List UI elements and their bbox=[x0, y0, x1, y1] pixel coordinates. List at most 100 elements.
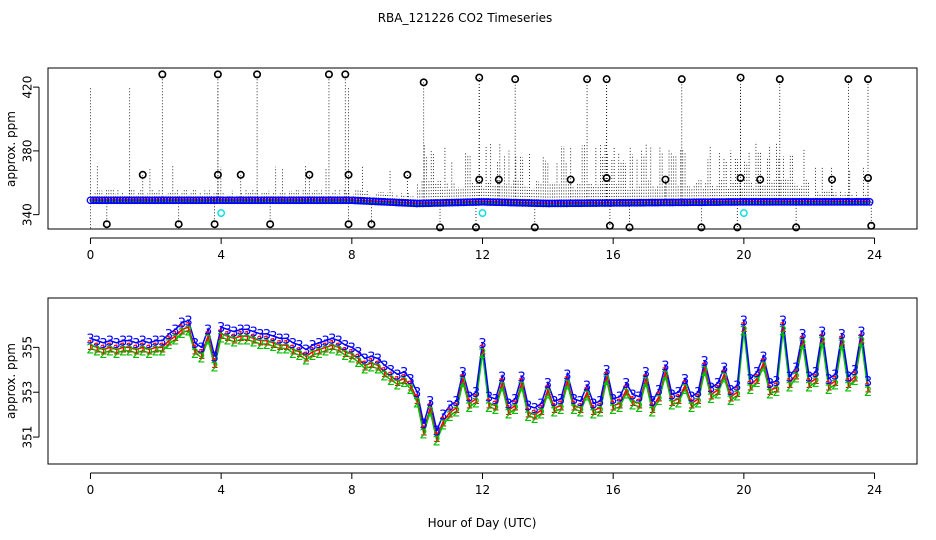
bottom-series-2-marker: 2 bbox=[563, 378, 571, 393]
bottom-series-1-marker: 1 bbox=[282, 339, 290, 354]
bottom-series-3-marker: 3 bbox=[315, 337, 323, 352]
bottom-series-1-marker: 1 bbox=[308, 346, 316, 361]
bottom-series-1-marker: 1 bbox=[99, 344, 107, 359]
bottom-series-2-marker: 2 bbox=[139, 345, 147, 360]
bottom-series-1-marker: 1 bbox=[119, 341, 127, 356]
bottom-series-1-marker: 1 bbox=[812, 373, 820, 388]
bottom-series-3-marker: 3 bbox=[825, 373, 833, 388]
bottom-series-2-marker: 2 bbox=[197, 351, 205, 366]
bottom-series-2-marker: 2 bbox=[132, 347, 140, 362]
bottom-series-3-marker: 3 bbox=[184, 314, 192, 329]
bottom-series-2-marker: 2 bbox=[603, 374, 611, 389]
bottom-series-1-marker: 1 bbox=[217, 328, 225, 343]
bottom-series-3-marker: 3 bbox=[119, 335, 127, 350]
bottom-series-1-marker: 1 bbox=[276, 339, 284, 354]
bottom-series-3-marker: 3 bbox=[589, 397, 597, 412]
top-outlier-point bbox=[475, 175, 484, 184]
bottom-x-tick-label: 0 bbox=[87, 483, 95, 497]
bottom-series-3-marker: 3 bbox=[93, 335, 101, 350]
bottom-series-1-marker: 1 bbox=[315, 344, 323, 359]
bottom-series-2-marker: 2 bbox=[531, 412, 539, 427]
bottom-series-1-marker: 1 bbox=[243, 330, 251, 345]
bottom-series-1-marker: 1 bbox=[655, 391, 663, 406]
bottom-series-1-marker: 1 bbox=[328, 339, 336, 354]
bottom-series-2-marker: 2 bbox=[831, 378, 839, 393]
bottom-series-3-marker: 3 bbox=[648, 395, 656, 410]
top-outlier-point bbox=[236, 170, 245, 179]
bottom-series-1-marker: 1 bbox=[753, 373, 761, 388]
bottom-series-3-marker: 3 bbox=[289, 337, 297, 352]
bottom-series-2-marker: 2 bbox=[99, 347, 107, 362]
bottom-series-1-marker: 1 bbox=[289, 344, 297, 359]
bottom-series-3-marker: 3 bbox=[629, 388, 637, 403]
bottom-series-3-marker: 3 bbox=[126, 335, 134, 350]
bottom-series-3-marker: 3 bbox=[367, 350, 375, 365]
bottom-series-1-marker: 1 bbox=[701, 362, 709, 377]
bottom-series-1-marker: 1 bbox=[204, 330, 212, 345]
bottom-series-3-marker: 3 bbox=[439, 409, 447, 424]
bottom-series-1-marker: 1 bbox=[145, 344, 153, 359]
bottom-series-3-marker: 3 bbox=[792, 362, 800, 377]
bottom-series-3-marker: 3 bbox=[544, 377, 552, 392]
bottom-series-1-marker: 1 bbox=[642, 373, 650, 388]
bottom-series-1-marker: 1 bbox=[439, 415, 447, 430]
bottom-series-3-marker: 3 bbox=[420, 418, 428, 433]
top-outlier-point bbox=[677, 75, 686, 84]
bottom-series-3-marker: 3 bbox=[616, 391, 624, 406]
bottom-series-1-marker: 1 bbox=[714, 384, 722, 399]
bottom-series-1-marker: 1 bbox=[374, 359, 382, 374]
bottom-series-1-marker: 1 bbox=[191, 344, 199, 359]
bottom-series-3-marker: 3 bbox=[308, 339, 316, 354]
bottom-series-1-marker: 1 bbox=[616, 397, 624, 412]
bottom-series-2-marker: 2 bbox=[158, 345, 166, 360]
bottom-series-3-marker: 3 bbox=[504, 397, 512, 412]
bottom-series-2-marker: 2 bbox=[433, 434, 441, 449]
bottom-series-1-marker: 1 bbox=[687, 397, 695, 412]
top-outlier-point bbox=[213, 170, 222, 179]
top-blue-point bbox=[862, 198, 871, 206]
bottom-series-2-marker: 2 bbox=[674, 396, 682, 411]
top-outlier-points bbox=[102, 70, 876, 232]
top-outlier-point bbox=[844, 75, 853, 84]
bottom-series-1-marker: 1 bbox=[184, 321, 192, 336]
bottom-x-tick-label: 8 bbox=[348, 483, 356, 497]
bottom-series-3-marker: 3 bbox=[230, 326, 238, 341]
bottom-series-2-marker: 2 bbox=[308, 349, 316, 364]
bottom-series-3-marker: 3 bbox=[152, 335, 160, 350]
bottom-series-2-marker: 2 bbox=[687, 401, 695, 416]
bottom-series-3-marker: 3 bbox=[224, 323, 232, 338]
bottom-series-3-marker: 3 bbox=[563, 368, 571, 383]
bottom-series-1-marker: 1 bbox=[720, 368, 728, 383]
top-x-tick-label: 20 bbox=[736, 248, 751, 262]
bottom-series-1-marker: 1 bbox=[171, 330, 179, 345]
bottom-series-3-marker: 3 bbox=[446, 400, 454, 415]
bottom-series-1-marker: 1 bbox=[406, 379, 414, 394]
bottom-series-1-marker: 1 bbox=[518, 377, 526, 392]
bottom-series-1-marker: 1 bbox=[152, 341, 160, 356]
bottom-series-3-marker: 3 bbox=[210, 350, 218, 365]
bottom-series-3-marker: 3 bbox=[740, 314, 748, 329]
bottom-series-3-marker: 3 bbox=[204, 323, 212, 338]
bottom-series-3-marker: 3 bbox=[642, 366, 650, 381]
bottom-series-1-marker: 1 bbox=[472, 393, 480, 408]
bottom-series-3-marker: 3 bbox=[603, 364, 611, 379]
bottom-series-1-marker: 1 bbox=[825, 379, 833, 394]
bottom-plot-frame bbox=[47, 297, 918, 465]
top-outlier-point bbox=[661, 175, 670, 184]
bottom-series-3-marker: 3 bbox=[191, 337, 199, 352]
bottom-series-2-marker: 2 bbox=[622, 387, 630, 402]
bottom-series-2-marker: 2 bbox=[720, 372, 728, 387]
top-outlier-point bbox=[253, 70, 262, 79]
bottom-series-2-marker: 2 bbox=[328, 342, 336, 357]
bottom-series-2-marker: 2 bbox=[341, 349, 349, 364]
bottom-series-3-marker: 3 bbox=[596, 395, 604, 410]
bottom-series-1-marker: 1 bbox=[210, 357, 218, 372]
bottom-series-2-marker: 2 bbox=[446, 410, 454, 425]
bottom-series-2-marker: 2 bbox=[282, 342, 290, 357]
bottom-series-2-marker: 2 bbox=[648, 405, 656, 420]
bottom-series-2-marker: 2 bbox=[857, 336, 865, 351]
bottom-series-2-marker: 2 bbox=[504, 408, 512, 423]
bottom-series-1-marker: 1 bbox=[792, 368, 800, 383]
bottom-series-3-marker: 3 bbox=[557, 393, 565, 408]
bottom-y-tick-label: 355 bbox=[21, 336, 35, 359]
